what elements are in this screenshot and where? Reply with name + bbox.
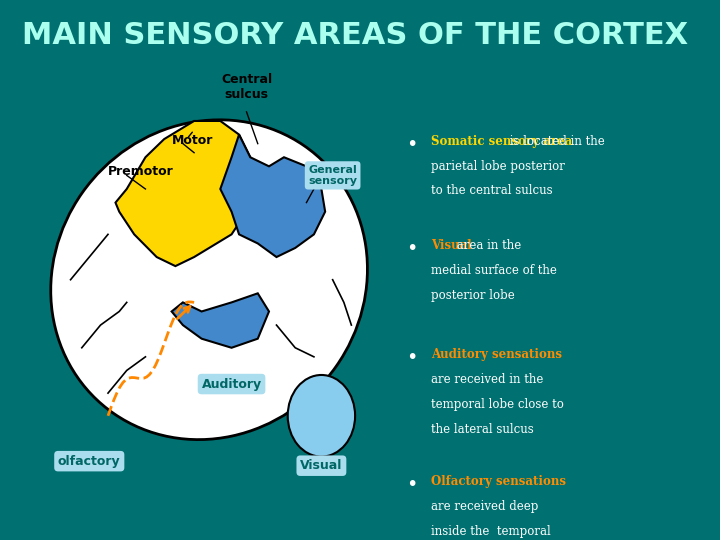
Text: Premotor: Premotor [108, 165, 174, 178]
Text: are received in the: are received in the [431, 373, 547, 386]
Text: is located in the: is located in the [506, 134, 608, 147]
Text: MAIN SENSORY AREAS OF THE CORTEX: MAIN SENSORY AREAS OF THE CORTEX [22, 21, 688, 50]
Text: are received deep: are received deep [431, 500, 542, 512]
Circle shape [288, 375, 355, 457]
Text: Visual: Visual [300, 459, 343, 472]
Text: General
sensory: General sensory [308, 165, 357, 186]
Text: Auditory sensations: Auditory sensations [431, 348, 562, 361]
Text: medial surface of the: medial surface of the [431, 264, 561, 277]
Text: to the central sulcus: to the central sulcus [431, 185, 552, 198]
Text: •: • [407, 348, 418, 367]
Text: olfactory: olfactory [58, 455, 120, 468]
Text: posterior lobe: posterior lobe [431, 289, 515, 302]
Text: Olfactory sensations: Olfactory sensations [431, 475, 566, 488]
Ellipse shape [50, 120, 367, 440]
Text: Somatic sensory area: Somatic sensory area [431, 134, 572, 147]
Text: inside the  temporal: inside the temporal [431, 525, 554, 538]
Polygon shape [115, 121, 258, 266]
Text: parietal lobe posterior: parietal lobe posterior [431, 159, 569, 172]
Text: Auditory: Auditory [202, 377, 261, 390]
Text: •: • [407, 134, 418, 153]
Text: Motor: Motor [171, 133, 213, 147]
Text: •: • [407, 475, 418, 494]
Polygon shape [220, 134, 325, 257]
Polygon shape [171, 293, 269, 348]
Text: Central
sulcus: Central sulcus [221, 73, 272, 102]
Text: the lateral sulcus: the lateral sulcus [431, 423, 534, 436]
Text: Visual: Visual [431, 239, 472, 252]
Text: temporal lobe close to: temporal lobe close to [431, 397, 567, 410]
Text: area in the: area in the [454, 239, 526, 252]
Text: •: • [407, 239, 418, 258]
